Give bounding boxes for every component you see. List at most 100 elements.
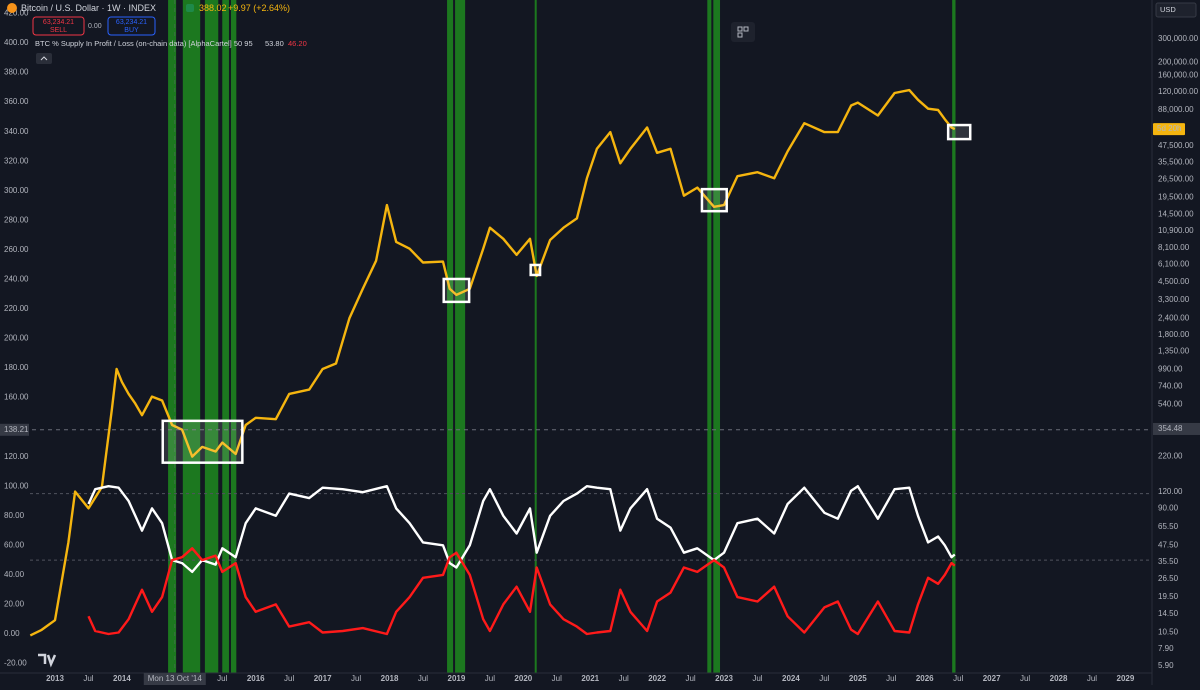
y2-tick-label: 65.50	[1158, 522, 1179, 531]
x-tick-label: 2028	[1050, 674, 1068, 683]
sell-label[interactable]: SELL	[50, 27, 67, 34]
y2-tick-label: 10,900.00	[1158, 226, 1194, 235]
y2-tick-label: 990.00	[1158, 365, 1183, 374]
tradingview-logo	[38, 653, 57, 668]
symbol[interactable]: Bitcoin / U.S. Dollar · 1W · INDEX	[21, 3, 156, 13]
signal-band	[204, 0, 219, 673]
x-tick-label: Jul	[1087, 674, 1097, 683]
plot-area	[0, 0, 1152, 673]
y2-tick-label: 220.00	[1158, 452, 1183, 461]
x-tick-label: 2024	[782, 674, 800, 683]
y2-tick-label: 10.50	[1158, 628, 1179, 637]
signal-band	[707, 0, 712, 673]
x-tick-label: Jul	[886, 674, 896, 683]
y2-tick-label: 35.50	[1158, 557, 1179, 566]
y-tick-label: 0.00	[4, 629, 20, 638]
y-tick-label: -20.00	[4, 659, 27, 668]
crosshair-x-label: Mon 13 Oct '14	[148, 674, 203, 683]
x-tick-label: 2018	[381, 674, 399, 683]
y2-tick-label: 540.00	[1158, 400, 1183, 409]
x-tick-label: Jul	[284, 674, 294, 683]
y-tick-label: 180.00	[4, 363, 29, 372]
annotation-box	[700, 187, 728, 213]
signal-band	[182, 0, 201, 673]
indicator-profit: 53.80	[265, 39, 284, 48]
currency[interactable]: USD	[1160, 5, 1176, 14]
y-tick-label: 260.00	[4, 245, 29, 254]
indicator-name[interactable]: BTC % Supply In Profit / Loss (on-chain …	[35, 39, 253, 48]
y-tick-label: 200.00	[4, 334, 29, 343]
x-tick-label: Jul	[752, 674, 762, 683]
buy-label[interactable]: BUY	[124, 27, 139, 34]
object-tree-button[interactable]	[731, 22, 755, 42]
y2-tick-label: 160,000.00	[1158, 71, 1199, 80]
y-tick-label: 220.00	[4, 304, 29, 313]
annotation-box	[946, 123, 972, 141]
y-tick-label: 380.00	[4, 68, 29, 77]
buy-price[interactable]: 63,234.21	[116, 19, 147, 26]
x-tick-label: 2022	[648, 674, 666, 683]
annotation-box	[161, 419, 244, 464]
x-tick-label: 2014	[113, 674, 131, 683]
y2-tick-label: 19.50	[1158, 592, 1179, 601]
y-tick-label: 20.00	[4, 600, 25, 609]
annotation-box	[529, 263, 542, 277]
y2-tick-label: 26.50	[1158, 574, 1179, 583]
collapse-icon	[40, 56, 48, 61]
x-tick-label: Jul	[418, 674, 428, 683]
y2-tick-label: 47.50	[1158, 540, 1179, 549]
x-tick-label: Jul	[619, 674, 629, 683]
buy-button[interactable]	[107, 16, 156, 36]
y2-tick-label: 90.00	[1158, 503, 1179, 512]
spread: 0.00	[88, 23, 102, 30]
y2-tick-label: 1,800.00	[1158, 330, 1190, 339]
icon-part	[737, 26, 743, 32]
y-tick-label: 280.00	[4, 215, 29, 224]
y2-tick-label: 740.00	[1158, 382, 1183, 391]
y2-tick-label: 1,350.00	[1158, 347, 1190, 356]
x-tick-label: 2023	[715, 674, 733, 683]
y2-tick-label: 3,300.00	[1158, 295, 1190, 304]
x-tick-label: Jul	[685, 674, 695, 683]
x-tick-label: Jul	[1020, 674, 1030, 683]
coin-icon	[7, 3, 17, 13]
y2-tick-label: 300,000.00	[1158, 34, 1199, 43]
y-tick-label: 120.00	[4, 452, 29, 461]
x-tick-label: 2020	[514, 674, 532, 683]
y-tick-label: 320.00	[4, 156, 29, 165]
sell-button[interactable]	[32, 16, 85, 36]
y-tick-label: 40.00	[4, 570, 25, 579]
x-tick-label: 2026	[916, 674, 934, 683]
y2-tick-label: 2,400.00	[1158, 313, 1190, 322]
y2-tick-label: 6,100.00	[1158, 259, 1190, 268]
collapse-button[interactable]	[36, 53, 52, 64]
x-tick-label: Jul	[485, 674, 495, 683]
y-tick-label: 160.00	[4, 393, 29, 402]
x-tick-label: 2019	[448, 674, 466, 683]
y2-tick-label: 47,500.00	[1158, 141, 1194, 150]
currency-button[interactable]	[1155, 2, 1197, 18]
series-line	[87, 485, 956, 574]
y2-tick-label: 120,000.00	[1158, 87, 1199, 96]
crosshair-y-label-bg	[0, 423, 29, 436]
crosshair-y-label: 138.21	[4, 425, 29, 434]
signal-band	[447, 0, 454, 673]
sell-price[interactable]: 63,234.21	[43, 19, 74, 26]
header-change: +9.97 (+2.64%)	[228, 3, 290, 13]
signal-band	[222, 0, 229, 673]
y2-tick-label: 35,500.00	[1158, 158, 1194, 167]
indicator-loss: 46.20	[288, 39, 307, 48]
y-tick-label: 80.00	[4, 511, 25, 520]
market-status	[186, 4, 194, 12]
y2-tick-label: 14,500.00	[1158, 209, 1194, 218]
icon-part	[737, 32, 743, 38]
signal-band	[534, 0, 537, 673]
signal-band	[713, 0, 721, 673]
y2-tick-label: 26,500.00	[1158, 175, 1194, 184]
x-tick-label: Jul	[819, 674, 829, 683]
header-price: 388.02	[199, 3, 227, 13]
x-tick-label: 2017	[314, 674, 332, 683]
